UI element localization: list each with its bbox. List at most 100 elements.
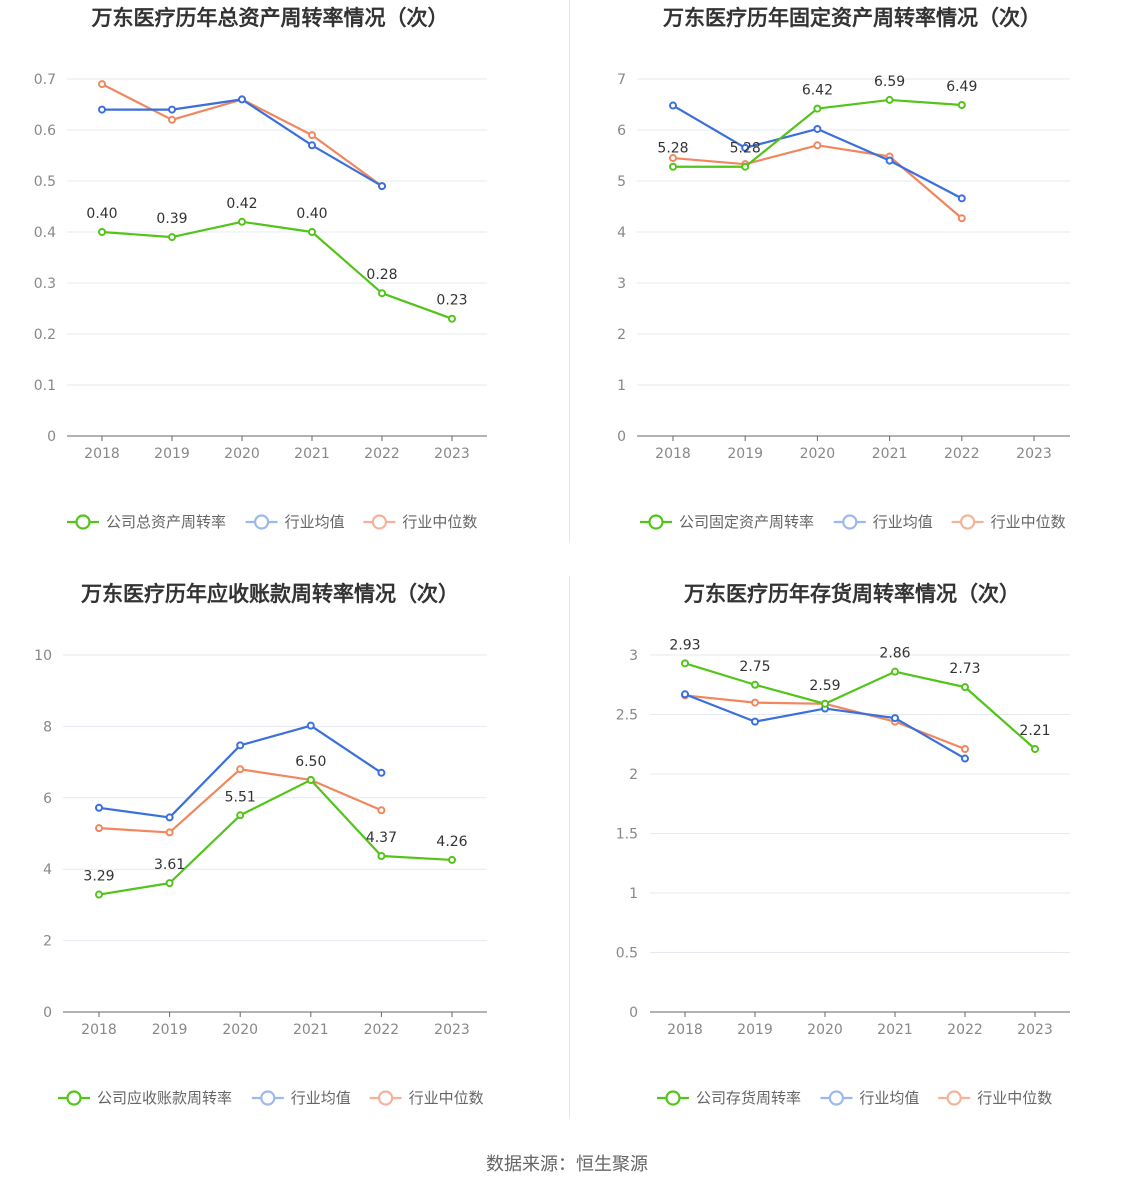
data-point-company [95,890,103,899]
data-point-company [448,855,456,864]
y-tick-label: 2 [629,767,638,783]
legend-label: 公司存货周转率 [696,1089,801,1107]
chart-panel-receivables: 万东医疗历年应收账款周转率情况（次） 0 2 4 6 8 10 2018 2019 2020 202… [0,576,567,1152]
data-point-avg [891,714,899,723]
data-point-company [961,683,969,692]
data-point-median [308,131,316,140]
data-point-company [168,233,176,242]
y-tick-label: 4 [617,225,626,241]
y-tick-label: 0.5 [616,946,638,962]
data-point-median [236,765,245,774]
data-point-avg [741,143,750,152]
x-tick-label: 2022 [364,446,400,462]
data-point-median [165,828,174,837]
data-point-avg [377,768,386,777]
chart-panel-total-asset: 万东医疗历年总资产周转率情况（次） 0 0.1 0.2 0.3 0.4 0.5 0.6 0.7 2… [0,0,567,576]
y-tick-label: 2 [617,327,626,343]
chart-group: 万东医疗历年总资产周转率情况（次） 0 0.1 0.2 0.3 0.4 0.5 0.6 0.7 2… [34,6,487,531]
y-tick-label: 6 [43,791,52,807]
data-point-median [98,80,106,89]
legend-item-avg: 行业均值 [251,1089,351,1107]
legend-marker-icon [959,514,976,530]
legend-item-company: 公司固定资产周转率 [640,513,814,531]
data-point-avg [165,813,174,822]
x-tick-label: 2023 [434,1022,470,1038]
data-label: 0.40 [296,206,327,222]
data-point-company [885,95,894,104]
y-tick-label: 5 [617,174,626,190]
y-tick-label: 0 [43,1005,52,1021]
x-tick-label: 2020 [224,446,260,462]
legend-item-median: 行业中位数 [951,513,1066,531]
legend-label: 行业均值 [291,1089,351,1107]
data-point-company [751,680,759,689]
legend-item-company: 公司总资产周转率 [67,513,226,531]
legend-label: 行业均值 [859,1089,919,1107]
legend-marker-icon [66,1090,82,1106]
x-tick-label: 2018 [84,446,120,462]
data-point-avg [669,101,677,110]
y-tick-label: 0.3 [34,276,56,292]
y-tick-label: 0 [617,429,626,445]
chart-fixed-asset-turnover: 万东医疗历年固定资产周转率情况（次） 0 1 2 3 4 5 6 7 2018 2019 2020 20… [617,6,1070,531]
data-point-company [1031,745,1039,754]
y-tick-label: 0 [629,1005,638,1021]
y-tick-label: 2.5 [616,708,638,724]
y-tick-label: 4 [43,862,52,878]
legend-marker-icon [648,514,664,530]
legend-marker-icon [254,514,270,530]
chart-receivables-turnover: 万东医疗历年应收账款周转率情况（次） 0 2 4 6 8 10 2018 2019 2020 202… [34,582,487,1107]
data-point-median [168,115,176,124]
x-tick-label: 2018 [655,446,691,462]
data-point-avg [751,717,759,726]
legend-item-median: 行业中位数 [938,1089,1052,1107]
legend-marker-icon [665,1090,681,1106]
data-point-avg [885,156,894,165]
legend-label: 行业中位数 [977,1089,1052,1107]
data-point-avg [168,105,176,114]
y-tick-label: 2 [43,934,52,950]
data-label: 3.61 [154,857,185,873]
legend-item-company: 公司存货周转率 [657,1089,801,1107]
legend-label: 公司总资产周转率 [106,513,226,531]
data-label: 4.26 [436,834,467,850]
x-tick-label: 2021 [293,1022,329,1038]
data-label: 5.28 [730,141,761,157]
y-tick-label: 8 [43,719,52,735]
x-tick-label: 2019 [152,1022,188,1038]
data-label: 2.21 [1019,723,1050,739]
legend-marker-icon [842,514,858,530]
x-tick-label: 2019 [727,446,763,462]
legend-item-company: 公司应收账款周转率 [58,1089,232,1107]
x-tick-label: 2021 [877,1022,913,1038]
y-tick-label: 0.7 [34,72,56,88]
y-tick-label: 0.2 [34,327,56,343]
y-tick-label: 0.5 [34,174,56,190]
data-label: 6.50 [295,754,326,770]
series-line-company [684,662,1036,750]
x-tick-label: 2022 [944,446,980,462]
data-point-avg [95,803,103,812]
legend-marker-icon [260,1090,276,1106]
data-label: 0.28 [366,267,397,283]
data-label: 5.28 [657,141,688,157]
x-tick-label: 2023 [1016,446,1052,462]
x-tick-label: 2023 [434,446,470,462]
data-point-median [813,141,822,150]
data-point-company [741,162,750,171]
data-label: 5.51 [225,789,256,805]
series-line-company [98,778,453,896]
data-label: 2.59 [809,678,840,694]
y-tick-label: 0.1 [34,378,56,394]
x-tick-label: 2019 [154,446,190,462]
chart-title: 万东医疗历年固定资产周转率情况（次） [662,6,1041,30]
data-label: 6.49 [946,79,977,95]
legend-label: 行业中位数 [402,513,477,531]
data-point-company [681,659,689,668]
data-point-company [957,101,966,110]
x-tick-label: 2020 [807,1022,843,1038]
data-point-avg [308,141,316,150]
x-tick-label: 2023 [1017,1022,1053,1038]
data-point-avg [98,105,106,114]
data-point-company [448,314,456,323]
